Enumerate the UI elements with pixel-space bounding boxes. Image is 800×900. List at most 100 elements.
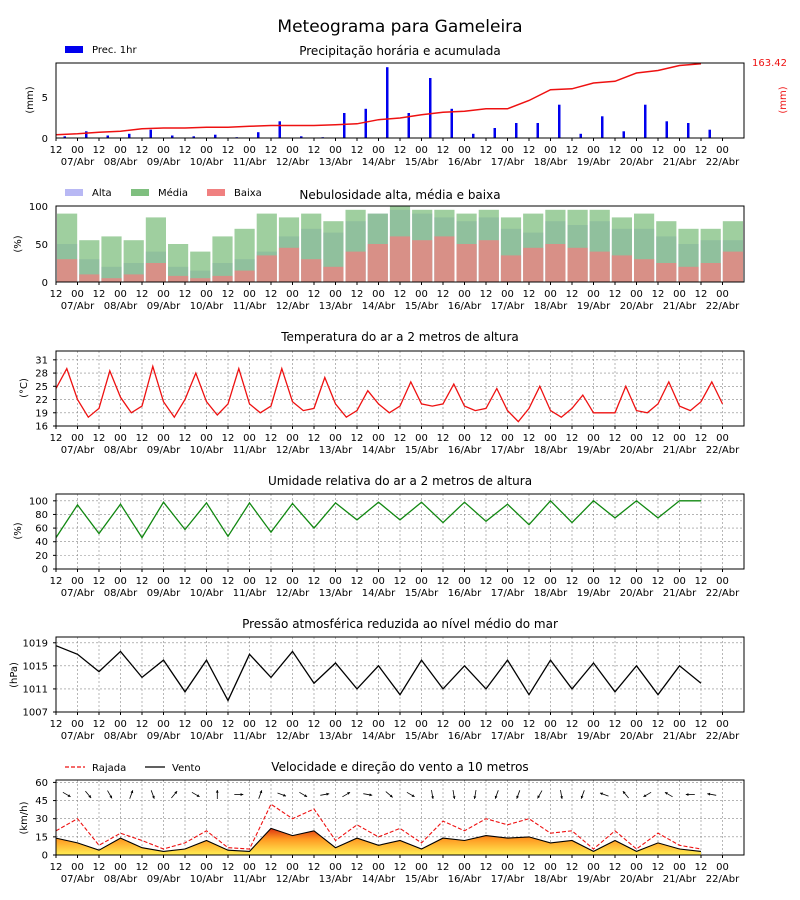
wind-xtick-label: 12 <box>609 862 622 873</box>
temp-xtick-label: 12 <box>136 433 149 444</box>
pressure-date-label: 07/Abr <box>61 731 95 742</box>
temp-xtick-label: 00 <box>329 433 342 444</box>
clouds-xaxis: 12 00 12 00 12 00 12 00 12 00 12 00 12 00 12 00 12 00 12 00… <box>50 282 740 312</box>
precip-xtick-label: 00 <box>286 145 299 156</box>
pressure-xtick-label: 00 <box>329 719 342 730</box>
wind-yaxis: 0 15 30 45 60 <box>35 778 56 862</box>
wind-xtick-label: 12 <box>437 862 450 873</box>
clouds-legend-alta: Alta <box>92 188 112 199</box>
humidity-date-label: 10/Abr <box>190 588 224 599</box>
humidity-xtick-label: 12 <box>136 576 149 587</box>
wind-title: Velocidade e direção do vento a 10 metro… <box>271 760 528 774</box>
pressure-ytick-label: 1015 <box>23 661 48 672</box>
wind-ytick-label: 60 <box>35 778 48 789</box>
humidity-title: Umidade relativa do ar a 2 metros de alt… <box>268 474 532 488</box>
wind-date-label: 13/Abr <box>319 874 353 885</box>
temp-xtick-label: 00 <box>544 433 557 444</box>
precip-accumulated-max: 163.42 <box>752 58 787 69</box>
humidity-xtick-label: 12 <box>480 576 493 587</box>
wind-arrow-head <box>452 796 456 799</box>
wind-date-label: 10/Abr <box>190 874 224 885</box>
precip-bar <box>149 129 152 138</box>
precip-xtick-label: 12 <box>136 145 149 156</box>
precip-xtick-label: 12 <box>394 145 407 156</box>
temp-xtick-label: 00 <box>630 433 643 444</box>
clouds-bar-baixa <box>301 259 322 282</box>
precip-bar <box>644 104 647 138</box>
precip-date-label: 11/Abr <box>233 157 267 168</box>
clouds-xtick-label: 00 <box>501 289 514 300</box>
humidity-xtick-label: 12 <box>308 576 321 587</box>
humidity-ytick-label: 100 <box>29 496 48 507</box>
clouds-panel: Nebulosidade alta, média e baixa Alta Mé… <box>13 187 745 312</box>
humidity-ytick-label: 0 <box>42 565 48 576</box>
humidity-ytick-label: 80 <box>35 510 48 521</box>
precip-xtick-label: 00 <box>200 145 213 156</box>
temp-xtick-label: 00 <box>286 433 299 444</box>
precip-date-label: 17/Abr <box>491 157 525 168</box>
humidity-date-label: 21/Abr <box>663 588 697 599</box>
clouds-date-label: 21/Abr <box>663 301 697 312</box>
wind-xtick-label: 00 <box>458 862 471 873</box>
wind-xtick-label: 12 <box>394 862 407 873</box>
wind-gust-line <box>55 803 702 850</box>
temp-date-label: 11/Abr <box>233 445 267 456</box>
pressure-xtick-label: 00 <box>114 719 127 730</box>
wind-arrow-head <box>473 796 477 799</box>
pressure-xtick-label: 00 <box>243 719 256 730</box>
wind-date-label: 08/Abr <box>104 874 138 885</box>
precip-date-label: 08/Abr <box>104 157 138 168</box>
pressure-xtick-label: 12 <box>523 719 536 730</box>
wind-speed-area <box>56 828 701 855</box>
clouds-bar-baixa <box>611 255 632 282</box>
humidity-xtick-label: 00 <box>286 576 299 587</box>
precip-bar <box>450 108 453 138</box>
precip-bar <box>386 67 389 138</box>
clouds-bar-baixa <box>212 275 233 282</box>
humidity-date-label: 19/Abr <box>577 588 611 599</box>
pressure-xtick-label: 00 <box>372 719 385 730</box>
wind-date-label: 15/Abr <box>405 874 439 885</box>
wind-speed-line <box>55 827 702 853</box>
temp-date-label: 12/Abr <box>276 445 310 456</box>
humidity-date-label: 09/Abr <box>147 588 181 599</box>
pressure-date-label: 21/Abr <box>663 731 697 742</box>
precip-date-label: 16/Abr <box>448 157 482 168</box>
clouds-date-label: 16/Abr <box>448 301 482 312</box>
pressure-date-label: 14/Abr <box>362 731 396 742</box>
precip-bar <box>300 136 303 138</box>
wind-arrow-head <box>88 795 92 798</box>
figure-title: Meteograma para Gameleira <box>277 17 522 37</box>
clouds-bar-media <box>123 240 144 282</box>
temp-line <box>55 364 724 423</box>
humidity-grid <box>55 494 744 570</box>
clouds-xtick-label: 00 <box>329 289 342 300</box>
clouds-bar-baixa <box>190 278 211 282</box>
wind-arrow-head <box>622 791 626 794</box>
wind-arrow-head <box>431 796 434 799</box>
pressure-xtick-label: 12 <box>394 719 407 730</box>
temp-date-label: 22/Abr <box>706 445 740 456</box>
pressure-xtick-label: 12 <box>609 719 622 730</box>
pressure-date-label: 20/Abr <box>620 731 654 742</box>
clouds-date-label: 19/Abr <box>577 301 611 312</box>
precip-date-label: 20/Abr <box>620 157 654 168</box>
temp-xtick-label: 12 <box>93 433 106 444</box>
humidity-ytick-label: 40 <box>35 537 48 548</box>
wind-ylabel: (km/h) <box>19 801 30 834</box>
precip-xtick-label: 00 <box>372 145 385 156</box>
clouds-bar-baixa <box>434 236 455 282</box>
pressure-xtick-label: 00 <box>71 719 84 730</box>
humidity-xtick-label: 00 <box>243 576 256 587</box>
clouds-date-label: 14/Abr <box>362 301 396 312</box>
clouds-bar-baixa <box>79 274 100 282</box>
pressure-date-label: 10/Abr <box>190 731 224 742</box>
clouds-legend-media-swatch <box>131 189 149 196</box>
humidity-xtick-label: 00 <box>372 576 385 587</box>
wind-arrow-head <box>600 792 603 796</box>
precip-date-label: 22/Abr <box>706 157 740 168</box>
temp-date-label: 10/Abr <box>190 445 224 456</box>
temp-xtick-label: 00 <box>501 433 514 444</box>
wind-date-label: 16/Abr <box>448 874 482 885</box>
wind-ytick-label: 15 <box>35 832 48 843</box>
